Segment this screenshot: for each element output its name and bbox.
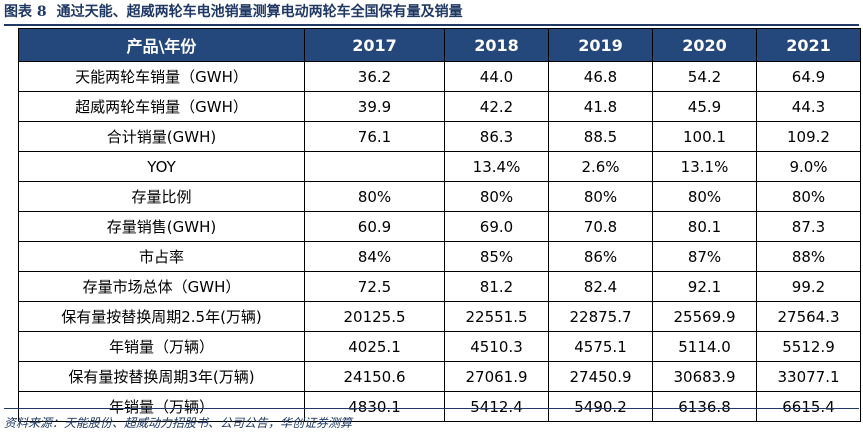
cell-value: 6615.4 [756,391,861,422]
cell-value: 27061.9 [444,361,549,392]
source-rule [4,408,859,409]
figure-caption: 图表 8 通过天能、超威两轮车电池销量测算电动两轮车全国保有量及销量 [4,2,463,22]
cell-value: 42.2 [444,91,549,122]
header-2019: 2019 [548,28,653,62]
cell-value: 27450.9 [548,361,653,392]
table-row: 年销量（万辆） 4830.1 5412.4 5490.2 6136.8 6615.4 [18,391,861,422]
cell-value: 69.0 [444,211,549,242]
figure-number: 图表 8 [4,4,47,20]
table-row: YOY 13.4% 2.6% 13.1% 9.0% [18,151,861,182]
cell-value: 33077.1 [756,361,861,392]
source-note: 资料来源：天能股份、超威动力招股书、公司公告，华创证券测算 [4,416,353,430]
cell-value: 27564.3 [756,301,861,332]
table-row: 超威两轮车销量（GWH） 39.9 42.2 41.8 45.9 44.3 [18,91,861,122]
cell-value: 39.9 [304,91,445,122]
header-2020: 2020 [652,28,757,62]
table-row: 保有量按替换周期3年(万辆) 24150.6 27061.9 27450.9 30683… [18,361,861,392]
cell-value: 30683.9 [652,361,757,392]
cell-value: 2.6% [548,151,653,182]
cell-value: 86% [548,241,653,272]
cell-value: 86.3 [444,121,549,152]
cell-value: 81.2 [444,271,549,302]
cell-value: 4575.1 [548,331,653,362]
cell-value: 80% [652,181,757,212]
table-row: 合计销量(GWH) 76.1 86.3 88.5 100.1 109.2 [18,121,861,152]
data-table: 产品\年份 2017 2018 2019 2020 2021 天能两轮车销量（G… [18,28,861,422]
header-2018: 2018 [444,28,549,62]
row-label: 保有量按替换周期3年(万辆) [18,361,305,392]
row-label: 存量市场总体（GWH） [18,271,305,302]
row-label: 超威两轮车销量（GWH） [18,91,305,122]
cell-value: 9.0% [756,151,861,182]
table-header-row: 产品\年份 2017 2018 2019 2020 2021 [18,28,861,62]
cell-value: 46.8 [548,61,653,92]
table-row: 存量市场总体（GWH） 72.5 81.2 82.4 92.1 99.2 [18,271,861,302]
cell-value: 80% [756,181,861,212]
table-row: 存量比例 80% 80% 80% 80% 80% [18,181,861,212]
cell-value: 88% [756,241,861,272]
row-label: 年销量（万辆） [18,391,305,422]
cell-value: 70.8 [548,211,653,242]
cell-value: 5412.4 [444,391,549,422]
cell-value: 4830.1 [304,391,445,422]
cell-value: 4025.1 [304,331,445,362]
row-label: 保有量按替换周期2.5年(万辆) [18,301,305,332]
row-label: 存量销售(GWH) [18,211,305,242]
cell-value: 99.2 [756,271,861,302]
cell-value: 20125.5 [304,301,445,332]
cell-value: 84% [304,241,445,272]
header-2021: 2021 [756,28,861,62]
table-row: 天能两轮车销量（GWH） 36.2 44.0 46.8 54.2 64.9 [18,61,861,92]
cell-value: 87.3 [756,211,861,242]
cell-value: 13.1% [652,151,757,182]
row-label: 市占率 [18,241,305,272]
table-row: 年销量（万辆） 4025.1 4510.3 4575.1 5114.0 5512.9 [18,331,861,362]
cell-value: 92.1 [652,271,757,302]
cell-value: 44.0 [444,61,549,92]
cell-value: 60.9 [304,211,445,242]
cell-value: 88.5 [548,121,653,152]
cell-value: 72.5 [304,271,445,302]
cell-value: 5512.9 [756,331,861,362]
cell-value: 4510.3 [444,331,549,362]
cell-value: 45.9 [652,91,757,122]
cell-value: 100.1 [652,121,757,152]
cell-value: 80% [304,181,445,212]
header-2017: 2017 [304,28,445,62]
cell-value: 109.2 [756,121,861,152]
cell-value: 36.2 [304,61,445,92]
cell-value: 24150.6 [304,361,445,392]
row-label: 存量比例 [18,181,305,212]
row-label: 合计销量(GWH) [18,121,305,152]
cell-value: 64.9 [756,61,861,92]
cell-value: 76.1 [304,121,445,152]
cell-value: 22875.7 [548,301,653,332]
cell-value: 80% [548,181,653,212]
caption-rule [4,24,859,26]
cell-value: 25569.9 [652,301,757,332]
cell-value: 87% [652,241,757,272]
row-label: 天能两轮车销量（GWH） [18,61,305,92]
cell-value: 6136.8 [652,391,757,422]
row-label: YOY [18,151,305,182]
cell-value [304,151,445,182]
cell-value: 44.3 [756,91,861,122]
cell-value: 41.8 [548,91,653,122]
cell-value: 13.4% [444,151,549,182]
cell-value: 54.2 [652,61,757,92]
figure-title: 通过天能、超威两轮车电池销量测算电动两轮车全国保有量及销量 [56,4,463,20]
cell-value: 5114.0 [652,331,757,362]
table-row: 保有量按替换周期2.5年(万辆) 20125.5 22551.5 22875.7 255… [18,301,861,332]
row-label: 年销量（万辆） [18,331,305,362]
cell-value: 5490.2 [548,391,653,422]
table-row: 市占率 84% 85% 86% 87% 88% [18,241,861,272]
cell-value: 82.4 [548,271,653,302]
header-product-year: 产品\年份 [18,28,305,62]
table-row: 存量销售(GWH) 60.9 69.0 70.8 80.1 87.3 [18,211,861,242]
cell-value: 80.1 [652,211,757,242]
cell-value: 80% [444,181,549,212]
cell-value: 85% [444,241,549,272]
cell-value: 22551.5 [444,301,549,332]
